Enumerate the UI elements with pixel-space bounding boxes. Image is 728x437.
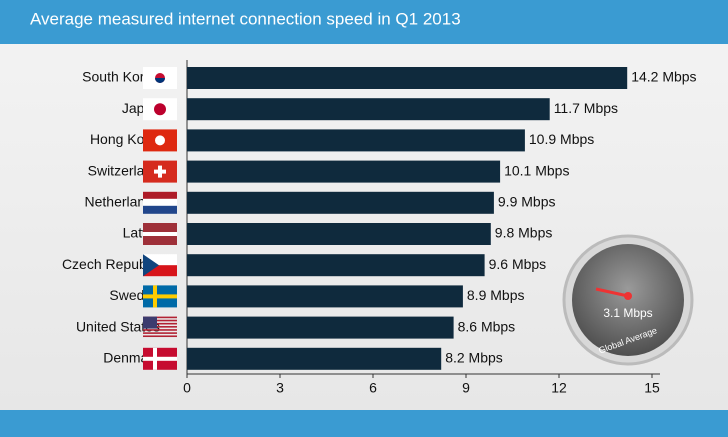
value-label: 10.9 Mbps <box>529 131 594 147</box>
value-label: 9.8 Mbps <box>495 225 553 241</box>
flag-part <box>143 191 177 200</box>
bar <box>187 254 485 277</box>
value-label: 8.9 Mbps <box>467 287 525 303</box>
bar <box>187 285 463 308</box>
y-tick-label: Czech Republic <box>62 256 160 272</box>
bar <box>187 160 501 183</box>
y-tick-label: Hong Kong <box>90 131 160 147</box>
value-label: 10.1 Mbps <box>504 162 569 178</box>
flag-part <box>155 78 165 83</box>
flag-part <box>143 322 177 325</box>
gauge-label: 3.1 Mbps <box>603 306 652 320</box>
flag <box>143 160 177 183</box>
y-tick-label: South Korea <box>82 69 160 85</box>
flag <box>143 254 177 277</box>
flag <box>143 223 177 245</box>
flag-part <box>143 254 159 277</box>
flag <box>143 129 177 152</box>
flag-part <box>143 319 177 322</box>
flag-part <box>143 316 157 329</box>
bar <box>187 347 442 370</box>
x-tick-label: 12 <box>551 380 567 396</box>
x-tick-label: 9 <box>462 380 470 396</box>
y-tick-label: Switzerland <box>88 162 160 178</box>
y-tick-label: United States <box>76 318 160 334</box>
flag <box>143 191 177 214</box>
flag-part <box>143 265 177 277</box>
x-tick-label: 6 <box>369 380 377 396</box>
value-label: 8.6 Mbps <box>458 318 516 334</box>
bar <box>187 67 628 89</box>
flag-part <box>143 205 177 214</box>
flag-part <box>143 198 177 207</box>
gauge-hub <box>624 292 632 300</box>
flag <box>143 347 177 370</box>
y-tick-label: Netherlands <box>85 194 161 210</box>
flag <box>143 316 177 338</box>
gauge: 3.1 Mbps Global Average <box>562 234 694 366</box>
value-label: 14.2 Mbps <box>631 69 696 85</box>
flag-part <box>155 135 165 146</box>
flag <box>143 285 177 308</box>
bar <box>187 191 494 214</box>
gauge-needle <box>595 287 629 298</box>
value-label: 9.6 Mbps <box>489 256 547 272</box>
flag-part <box>143 329 177 331</box>
flag-part <box>154 103 166 116</box>
value-label: 8.2 Mbps <box>445 350 503 366</box>
bar <box>187 129 525 152</box>
flag <box>143 98 177 121</box>
flag-part <box>143 316 177 319</box>
flag <box>143 67 177 89</box>
value-label: 9.9 Mbps <box>498 194 556 210</box>
flag-part <box>154 169 166 174</box>
flag-part <box>143 332 177 334</box>
flag-part <box>143 326 177 328</box>
header-band <box>0 0 728 44</box>
bar <box>187 98 550 121</box>
flag-part <box>143 356 177 361</box>
x-tick-label: 3 <box>276 380 284 396</box>
bar <box>187 316 454 339</box>
flag-part <box>143 335 177 338</box>
x-tick-label: 0 <box>183 380 191 396</box>
value-label: 11.7 Mbps <box>554 100 618 116</box>
chart-subtitle: Average measured internet connection spe… <box>30 9 461 28</box>
flag-part <box>143 232 177 236</box>
flag-part <box>143 254 177 266</box>
bar <box>187 223 491 245</box>
x-tick-label: 15 <box>644 380 660 396</box>
footer-band <box>0 410 728 437</box>
flag-part <box>143 294 177 299</box>
